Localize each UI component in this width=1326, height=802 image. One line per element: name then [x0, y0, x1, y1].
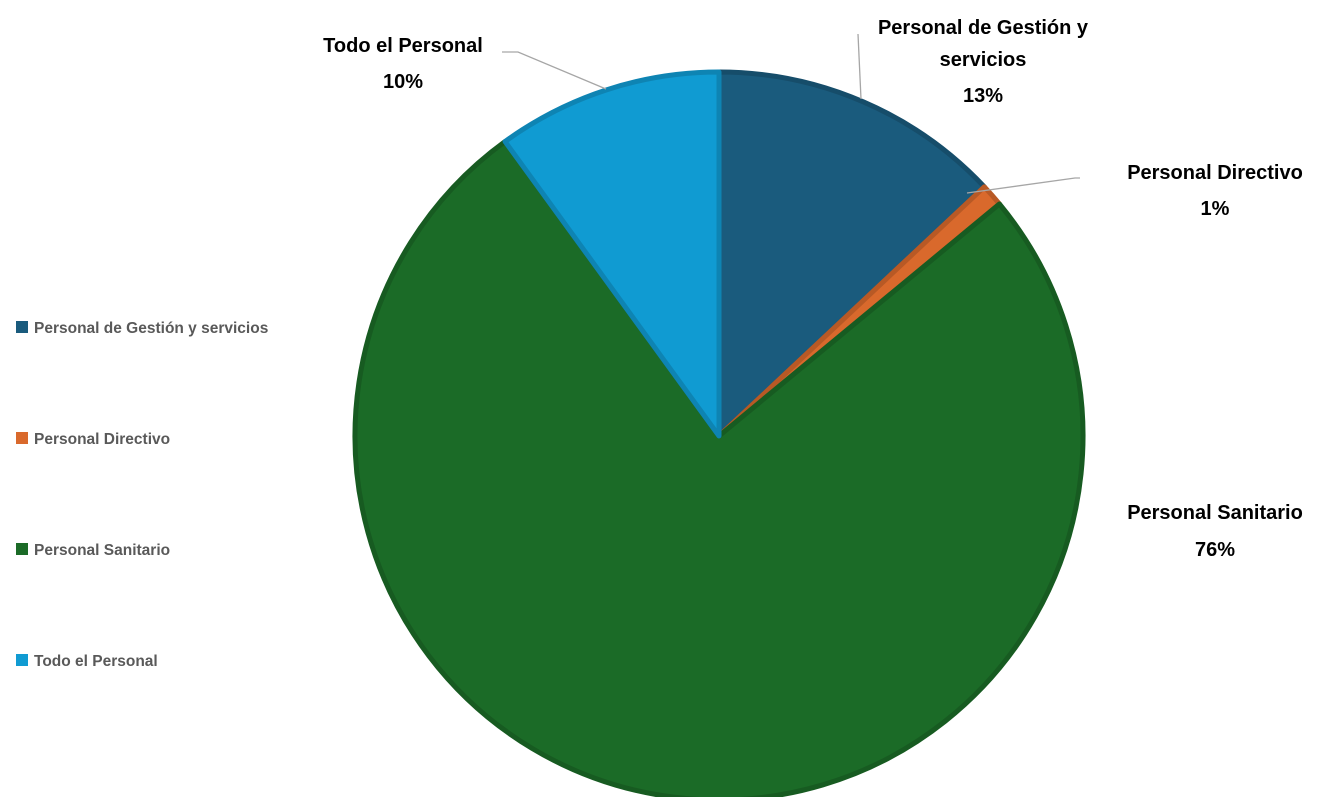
pie-slice-personal-de-gestion-y-servicios: [716, 69, 987, 439]
legend-item: Personal Sanitario: [16, 542, 170, 559]
legend-label: Personal Directivo: [34, 431, 170, 448]
data-label-line: Personal de Gestión y: [878, 17, 1089, 39]
data-label-line: Todo el Personal: [323, 35, 483, 57]
data-label-group: Personal Directivo 1%: [1127, 162, 1303, 220]
pie-slice-todo-el-personal: [502, 69, 722, 439]
data-label-line: Personal Sanitario: [1127, 502, 1303, 524]
leader-lines: [502, 33, 1080, 194]
data-label-line: 1%: [1201, 198, 1230, 220]
leader-line: [966, 177, 1080, 194]
data-labels: Personal de Gestión yservicios13%Persona…: [323, 17, 1303, 561]
legend-swatch: [16, 654, 28, 666]
legend-item: Personal de Gestión y servicios: [16, 320, 268, 337]
legend-label: Personal Sanitario: [34, 542, 170, 559]
data-label-group: Personal Sanitario 76%: [1127, 502, 1303, 561]
data-label-group: Todo el Personal 10%: [323, 35, 483, 93]
legend-swatch: [16, 432, 28, 444]
leader-line: [502, 51, 607, 90]
legend-item: Todo el Personal: [16, 653, 158, 670]
data-label-group: Personal de Gestión y servicios 13%: [878, 17, 1089, 107]
legend-item: Personal Directivo: [16, 431, 170, 448]
legend-label: Todo el Personal: [34, 653, 158, 670]
pie-slices: [352, 69, 1086, 802]
legend-label: Personal de Gestión y servicios: [34, 320, 268, 337]
leader-line: [857, 33, 862, 100]
data-label-line: 13%: [963, 85, 1003, 107]
legend-swatch: [16, 543, 28, 555]
data-label-line: servicios: [940, 49, 1027, 71]
legend: Personal de Gestión y servicios Personal …: [16, 320, 268, 670]
data-label-line: 76%: [1195, 539, 1235, 561]
legend-swatch: [16, 321, 28, 333]
data-label-line: 10%: [383, 71, 423, 93]
data-label-line: Personal Directivo: [1127, 162, 1303, 184]
